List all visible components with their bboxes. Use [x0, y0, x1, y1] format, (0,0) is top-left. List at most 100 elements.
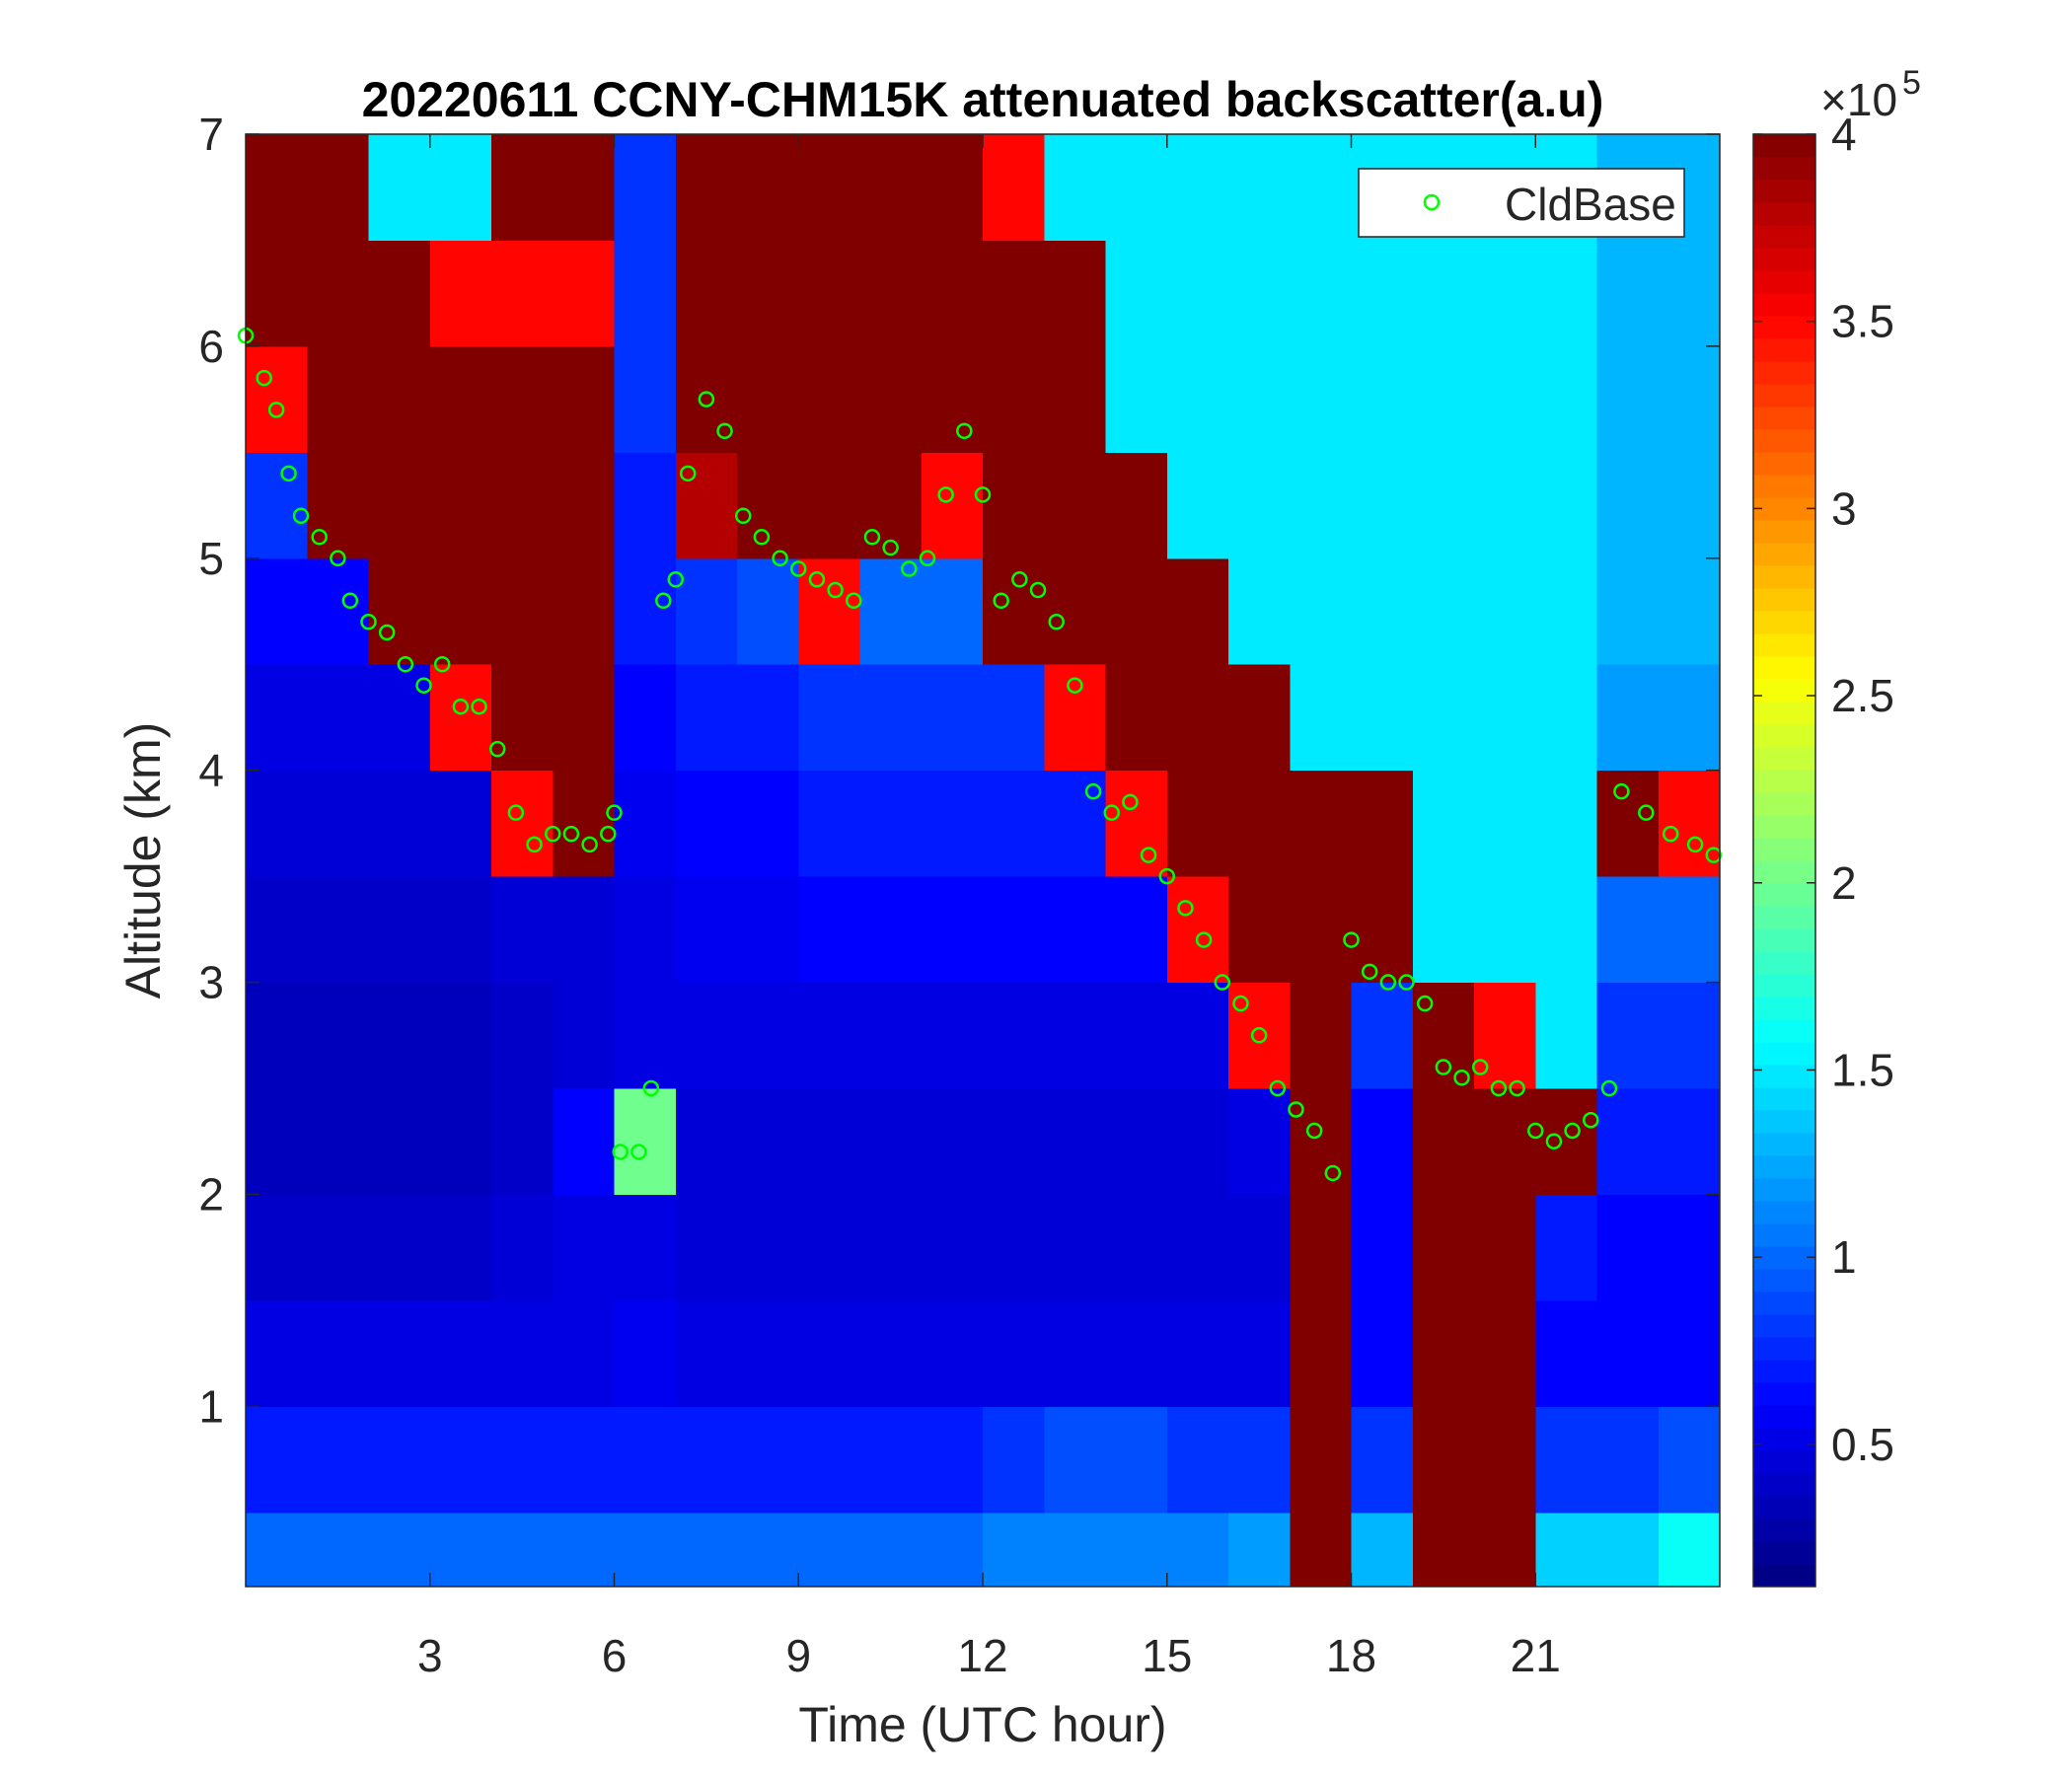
cloud-base-point: [415, 677, 432, 694]
cloud-base-point: [827, 581, 844, 599]
cloud-base-point: [545, 825, 561, 843]
heat-cell: [1535, 1299, 1597, 1407]
heat-cell: [1228, 134, 1291, 241]
colorbar-swatch: [1753, 1087, 1815, 1111]
heat-cell: [798, 557, 860, 665]
heat-cell: [491, 134, 554, 241]
heat-cell: [1105, 452, 1168, 559]
heat-cell: [1474, 664, 1536, 772]
cloud-base-point: [1453, 1070, 1470, 1086]
colorbar-swatch: [1753, 316, 1815, 339]
heat-cell: [1105, 1194, 1168, 1301]
heat-cell: [1105, 876, 1168, 984]
heat-cell: [307, 452, 369, 559]
heat-cell: [1535, 557, 1597, 665]
x-tick-label: 12: [957, 1630, 1007, 1681]
heat-cell: [491, 1406, 554, 1514]
colorbar-box: [1752, 133, 1816, 1588]
heat-cell: [1412, 770, 1475, 877]
heat-cell: [1228, 1406, 1291, 1514]
heat-cell: [368, 982, 431, 1089]
colorbar-swatch: [1753, 1065, 1815, 1088]
heat-cell: [921, 240, 984, 347]
heat-cell: [429, 134, 492, 241]
heat-cell: [1658, 876, 1721, 984]
heat-cell: [859, 876, 923, 984]
heat-cell: [307, 345, 369, 453]
heat-cell: [1596, 1299, 1660, 1407]
heat-cell: [1290, 770, 1352, 877]
heat-cell: [1535, 345, 1597, 453]
x-tick-label: 21: [1511, 1630, 1561, 1681]
heat-cell: [1474, 1512, 1536, 1588]
cloud-base-point: [1011, 571, 1028, 588]
heat-cell: [429, 1088, 492, 1195]
heat-cell: [921, 982, 984, 1089]
colorbar-swatch: [1753, 860, 1815, 884]
colorbar-multiplier: ×10: [1820, 74, 1897, 125]
heat-cell: [859, 664, 923, 772]
heat-cell: [1474, 557, 1536, 665]
heat-cell: [1351, 1406, 1414, 1514]
heat-cell: [614, 1194, 677, 1301]
heat-cell: [983, 1194, 1045, 1301]
cloud-base-point: [679, 465, 697, 482]
heat-cell: [983, 452, 1045, 559]
heat-cell: [1290, 1299, 1352, 1407]
cloud-base-point: [1343, 931, 1360, 948]
heat-cell: [675, 240, 738, 347]
heat-cell: [737, 664, 799, 772]
heat-cell: [983, 1299, 1045, 1407]
heat-cell: [307, 664, 369, 772]
heat-cell: [614, 452, 677, 559]
heat-cell: [1105, 664, 1168, 772]
heat-cell: [429, 452, 492, 559]
cloud-base-point: [256, 369, 272, 387]
heat-cell: [1105, 1088, 1168, 1195]
colorbar-swatch: [1753, 1473, 1815, 1497]
heat-cell: [1044, 134, 1106, 241]
heat-cell: [798, 1512, 860, 1588]
colorbar-swatch: [1753, 1564, 1815, 1588]
colorbar-swatch: [1753, 1337, 1815, 1361]
overlay: 3 6 9 12 15 18 2112345670.511.522.533.54CldBas…: [198, 109, 1894, 1681]
legend-marker: [1423, 193, 1441, 211]
heat-cell: [1658, 345, 1721, 453]
heat-cell: [307, 1194, 369, 1301]
heat-cell: [921, 876, 984, 984]
colorbar-swatch: [1753, 1428, 1815, 1451]
cloud-base-point: [1613, 782, 1630, 800]
cloud-base-point: [1705, 847, 1723, 863]
heat-cell: [798, 1194, 860, 1301]
heat-cell: [553, 345, 615, 453]
heat-cell: [246, 982, 308, 1089]
cloud-base-point: [1583, 1111, 1599, 1129]
colorbar-swatch: [1753, 1292, 1815, 1315]
heat-cell: [983, 1088, 1045, 1195]
heat-cell: [1105, 1299, 1168, 1407]
heat-cell: [368, 240, 431, 347]
heat-cell: [246, 1406, 308, 1514]
heat-cell: [921, 345, 984, 453]
heat-cell: [1535, 1406, 1597, 1514]
heat-cell: [307, 770, 369, 877]
heat-cell: [1412, 1406, 1475, 1514]
heat-cell: [859, 1406, 923, 1514]
heat-cell: [798, 876, 860, 984]
heat-cell: [1044, 1194, 1106, 1301]
heat-cell: [859, 345, 923, 453]
heat-cell: [429, 1512, 492, 1588]
heat-cell: [368, 1194, 431, 1301]
cloud-base-point: [698, 391, 715, 407]
colorbar-swatch: [1753, 407, 1815, 430]
heat-cell: [1044, 452, 1106, 559]
heat-cell: [246, 770, 308, 877]
colorbar-swatch: [1753, 815, 1815, 839]
chart-title: 20220611 CCNY-CHM15K attenuated backscat…: [362, 72, 1604, 127]
heat-cell: [798, 240, 860, 347]
heat-cell: [368, 876, 431, 984]
heat-cell: [1105, 345, 1168, 453]
heat-cell: [246, 1512, 308, 1588]
heat-cell: [1412, 452, 1475, 559]
cloud-base-point: [846, 592, 862, 610]
